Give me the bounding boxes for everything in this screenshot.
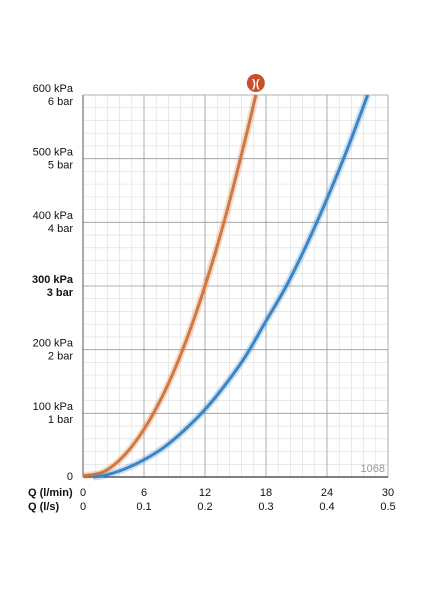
x2-axis-label: Q (l/s) [28, 501, 60, 513]
series-line [82, 94, 258, 478]
y-tick-label-bar: 5 bar [48, 160, 73, 172]
x2-tick-label: 0.1 [136, 501, 151, 513]
x-tick-label: 30 [382, 487, 394, 499]
y-tick-label: 500 kPa [33, 147, 74, 159]
y-tick-label-bar: 3 bar [47, 287, 74, 299]
y-tick-label-bar: 4 bar [48, 223, 73, 235]
x-tick-label: 24 [321, 487, 333, 499]
y-tick-label-bar: 1 bar [48, 414, 73, 426]
x-tick-label: 18 [260, 487, 272, 499]
y-tick-label: 400 kPa [33, 210, 74, 222]
x-axis-label: Q (l/min) [28, 487, 73, 499]
x2-tick-label: 0.4 [319, 501, 334, 513]
y-tick-label-bar: 2 bar [48, 351, 73, 363]
series-marker-label: )( [252, 78, 260, 90]
x2-tick-label: 0.5 [380, 501, 395, 513]
series-line [92, 94, 370, 479]
x-tick-label: 12 [199, 487, 211, 499]
y-tick-label: 0 [67, 471, 73, 483]
x-tick-label: 0 [80, 487, 86, 499]
y-tick-label: 600 kPa [33, 83, 74, 95]
x2-tick-label: 0 [80, 501, 86, 513]
y-tick-label: 200 kPa [33, 338, 74, 350]
y-tick-label: 100 kPa [33, 401, 74, 413]
x-tick-label: 6 [141, 487, 147, 499]
series-marker [246, 74, 265, 92]
y-tick-label-bar: 6 bar [48, 96, 73, 108]
series-glow [82, 94, 260, 480]
x2-tick-label: 0.2 [197, 501, 212, 513]
annotation: 1068 [361, 463, 385, 475]
x2-tick-label: 0.3 [258, 501, 273, 513]
y-tick-label: 300 kPa [32, 274, 74, 286]
